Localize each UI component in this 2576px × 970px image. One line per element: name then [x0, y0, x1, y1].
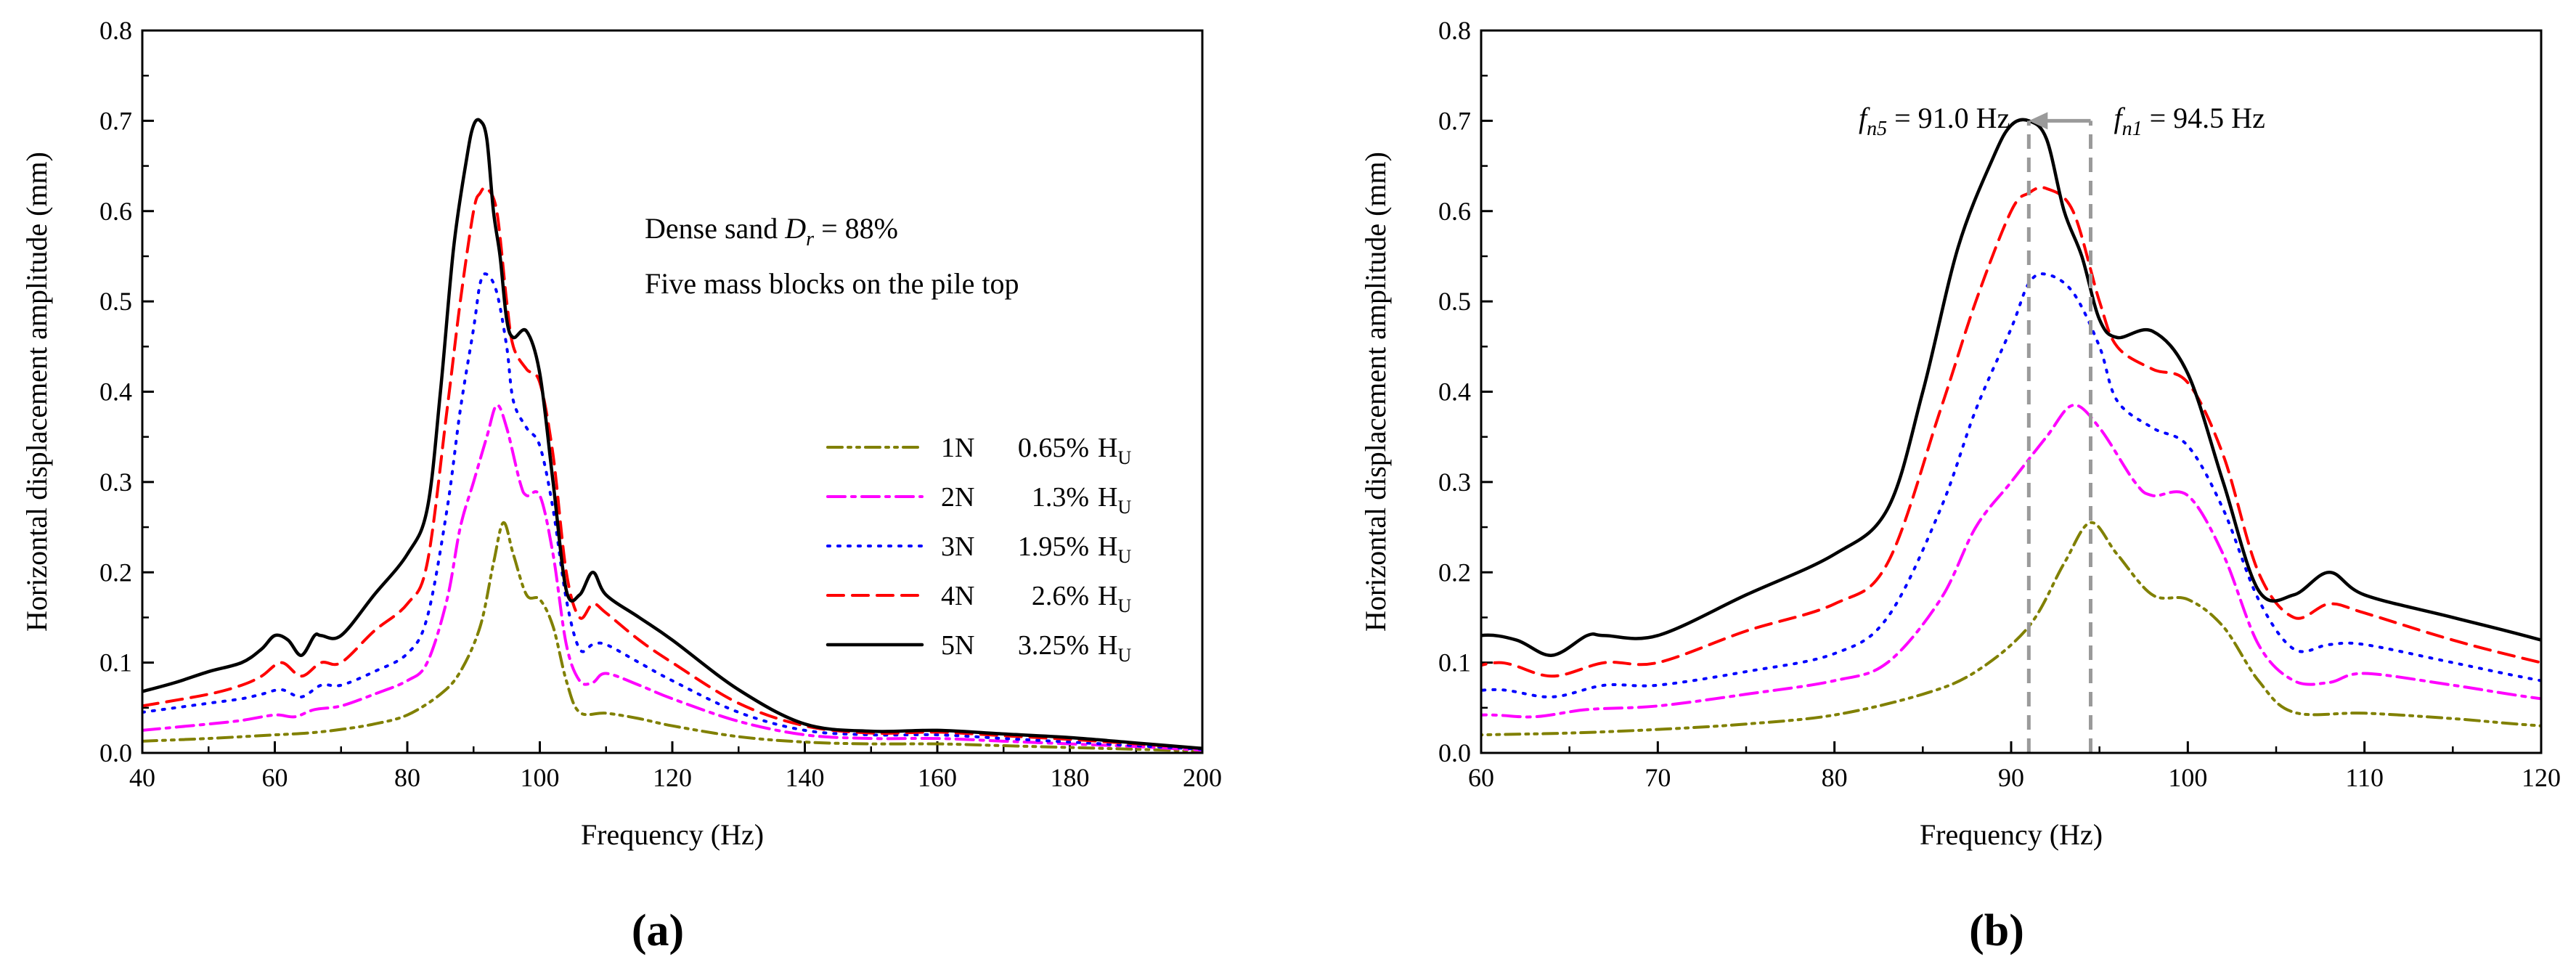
y-tick-label: 0.7 — [1438, 106, 1471, 135]
x-tick-label: 180 — [1051, 763, 1090, 792]
a-y-axis-label: Horizontal displacement amplitude (mm) — [20, 152, 53, 632]
x-tick-label: 60 — [262, 763, 288, 792]
a-plot-frame — [141, 29, 1204, 754]
legend-unit-3N: HU — [1098, 531, 1131, 567]
legend-unit-sub: U — [1117, 497, 1131, 518]
series-line-5N — [142, 118, 1202, 751]
legend-pct-5N: 3.25% — [1018, 630, 1089, 661]
a-anno-suffix: = 88% — [814, 212, 898, 245]
x-tick-label: 120 — [653, 763, 692, 792]
series-line-1N — [1481, 521, 2541, 737]
legend-unit-main: H — [1098, 482, 1117, 513]
legend-unit-1N: HU — [1098, 433, 1131, 468]
legend-unit-sub: U — [1117, 595, 1131, 616]
x-tick-label: 70 — [1644, 763, 1671, 792]
y-tick-label: 0.6 — [1438, 197, 1471, 226]
a-anno-symbol: D — [784, 212, 806, 245]
panel-b: 60 70 80 90 100 110 120 0.0 0.1 0.2 0.3 0.4 0.5 0.6 0.… — [1359, 16, 2561, 955]
legend-unit-main: H — [1098, 531, 1117, 562]
series-line-2N — [142, 404, 1202, 752]
x-tick-label: 100 — [2168, 763, 2207, 792]
y-tick-label: 0.1 — [99, 648, 132, 677]
legend-unit-5N: HU — [1098, 630, 1131, 666]
legend-unit-sub: U — [1117, 546, 1131, 567]
a-x-axis-label: Frequency (Hz) — [581, 818, 764, 851]
legend-name-2N: 2N — [941, 482, 974, 513]
y-tick-label: 0.2 — [99, 558, 132, 587]
marker-value: = 91.0 Hz — [1887, 102, 2010, 134]
marker-label-n1: fn1 = 94.5 Hz — [2114, 102, 2265, 140]
y-tick-label: 0.4 — [99, 378, 132, 407]
b-axes: 60 70 80 90 100 110 120 0.0 0.1 0.2 0.3 0.4 0.5 0.6 0.… — [1438, 16, 2561, 792]
x-tick-label: 60 — [1468, 763, 1494, 792]
y-tick-label: 0.3 — [99, 468, 132, 497]
marker-label-n5: fn5 = 91.0 Hz — [1859, 102, 2010, 140]
series-line-5N — [1481, 118, 2541, 657]
x-tick-label: 80 — [1822, 763, 1848, 792]
legend-pct-4N: 2.6% — [1032, 581, 1089, 611]
a-annotation-mass: Five mass blocks on the pile top — [645, 267, 1019, 300]
b-plot-frame — [1480, 29, 2543, 754]
legend-unit-4N: HU — [1098, 581, 1131, 616]
x-tick-label: 100 — [521, 763, 560, 792]
series-line-2N — [1481, 404, 2541, 719]
y-tick-label: 0.6 — [99, 197, 132, 226]
y-tick-label: 0.5 — [99, 287, 132, 316]
y-tick-label: 0.7 — [99, 106, 132, 135]
marker-subscript: n1 — [2122, 118, 2143, 140]
a-annotation-density: Dense sand Dr = 88% — [645, 212, 898, 250]
legend-unit-sub: U — [1117, 645, 1131, 666]
legend-unit-main: H — [1098, 433, 1117, 463]
x-tick-label: 160 — [918, 763, 957, 792]
x-tick-label: 140 — [786, 763, 825, 792]
marker-arrow-head — [2029, 112, 2048, 130]
a-anno-sub: r — [806, 228, 814, 250]
legend-pct-1N: 0.65% — [1018, 433, 1089, 463]
b-series-group — [1481, 118, 2541, 737]
marker-value: = 94.5 Hz — [2143, 102, 2265, 134]
panel-a: 40 60 80 100 120 140 160 180 200 0.0 0.1 0.2 0.3 0.4 0… — [20, 16, 1222, 955]
legend-name-5N: 5N — [941, 630, 974, 661]
y-tick-label: 0.8 — [1438, 16, 1471, 45]
y-tick-label: 0.5 — [1438, 287, 1471, 316]
b-y-axis-label: Horizontal displacement amplitude (mm) — [1359, 152, 1392, 632]
b-panel-label: (b) — [1969, 906, 2024, 955]
y-tick-label: 0.4 — [1438, 378, 1471, 407]
y-tick-label: 0.3 — [1438, 468, 1471, 497]
x-tick-label: 40 — [129, 763, 155, 792]
a-anno-prefix: Dense sand — [645, 212, 785, 245]
a-panel-label: (a) — [632, 906, 684, 955]
x-tick-label: 80 — [394, 763, 420, 792]
x-tick-label: 200 — [1183, 763, 1222, 792]
legend-unit-2N: HU — [1098, 482, 1131, 518]
legend-name-1N: 1N — [941, 433, 974, 463]
y-tick-label: 0.0 — [99, 738, 132, 767]
y-tick-label: 0.1 — [1438, 648, 1471, 677]
x-tick-label: 120 — [2522, 763, 2561, 792]
series-line-3N — [142, 272, 1202, 751]
a-axes: 40 60 80 100 120 140 160 180 200 0.0 0.1 0.2 0.3 0.4 0… — [99, 16, 1222, 792]
legend-name-3N: 3N — [941, 531, 974, 562]
legend-unit-sub: U — [1117, 447, 1131, 468]
legend-unit-main: H — [1098, 581, 1117, 611]
legend-pct-2N: 1.3% — [1032, 482, 1089, 513]
a-series-group — [142, 118, 1202, 753]
legend-unit-main: H — [1098, 630, 1117, 661]
series-line-4N — [1481, 186, 2541, 678]
x-tick-label: 90 — [1998, 763, 2024, 792]
legend-name-4N: 4N — [941, 581, 974, 611]
series-line-1N — [142, 521, 1202, 753]
y-tick-label: 0.8 — [99, 16, 132, 45]
b-frequency-markers: fn5 = 91.0 Hz fn1 = 94.5 Hz — [1859, 102, 2265, 753]
y-tick-label: 0.2 — [1438, 558, 1471, 587]
b-x-axis-label: Frequency (Hz) — [1920, 818, 2103, 851]
marker-subscript: n5 — [1867, 118, 1887, 140]
x-tick-label: 110 — [2345, 763, 2384, 792]
y-tick-label: 0.0 — [1438, 738, 1471, 767]
legend-pct-3N: 1.95% — [1018, 531, 1089, 562]
